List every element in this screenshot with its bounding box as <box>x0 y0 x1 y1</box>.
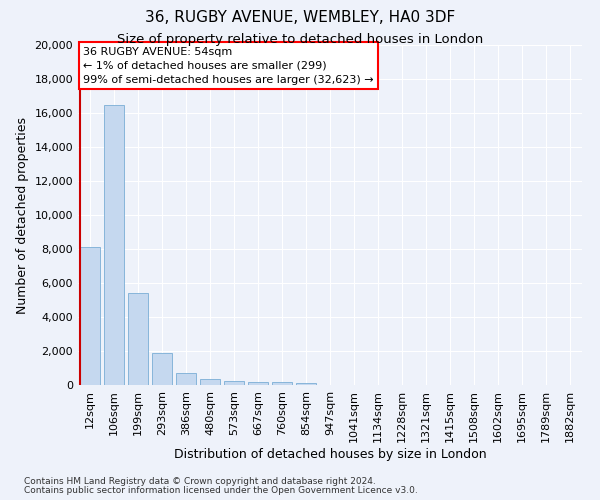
Bar <box>128 293 148 385</box>
Bar <box>296 383 316 385</box>
Text: Contains HM Land Registry data © Crown copyright and database right 2024.: Contains HM Land Registry data © Crown c… <box>24 478 376 486</box>
Text: Size of property relative to detached houses in London: Size of property relative to detached ho… <box>117 32 483 46</box>
Bar <box>272 382 292 385</box>
Bar <box>248 382 268 385</box>
Text: Contains public sector information licensed under the Open Government Licence v3: Contains public sector information licen… <box>24 486 418 495</box>
Text: 36, RUGBY AVENUE, WEMBLEY, HA0 3DF: 36, RUGBY AVENUE, WEMBLEY, HA0 3DF <box>145 10 455 25</box>
X-axis label: Distribution of detached houses by size in London: Distribution of detached houses by size … <box>173 448 487 460</box>
Bar <box>104 104 124 385</box>
Text: 36 RUGBY AVENUE: 54sqm
← 1% of detached houses are smaller (299)
99% of semi-det: 36 RUGBY AVENUE: 54sqm ← 1% of detached … <box>83 46 374 84</box>
Bar <box>152 352 172 385</box>
Bar <box>80 248 100 385</box>
Bar <box>224 381 244 385</box>
Bar <box>200 380 220 385</box>
Bar <box>176 373 196 385</box>
Y-axis label: Number of detached properties: Number of detached properties <box>16 116 29 314</box>
